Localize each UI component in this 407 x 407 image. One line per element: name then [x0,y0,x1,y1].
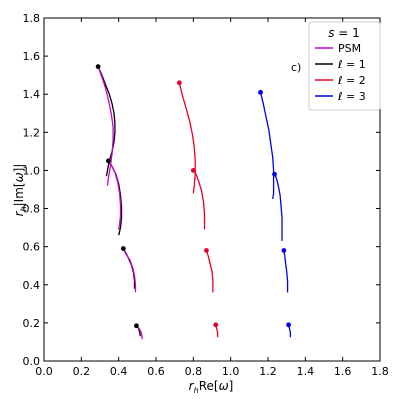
plot-frame [43,17,381,362]
y-tick-label: 0.8 [23,203,41,216]
start-point [95,64,101,69]
x-tick-label: 1.0 [222,365,240,378]
series-line [205,250,214,293]
start-point [176,80,182,86]
start-point [106,158,111,164]
legend-label: ℓ = 1 [337,58,366,71]
series-line [122,248,137,293]
series-line [107,160,122,230]
marker-layer [95,64,291,329]
y-tick-label: 0.0 [23,355,41,368]
start-point [258,89,263,95]
start-point [190,168,196,173]
legend: s = 1 PSM ℓ = 1 ℓ = 2 ℓ = 3 [308,21,381,111]
panel-label: c) [291,61,301,74]
series-line [273,174,283,241]
y-tick-label: 1.0 [23,164,41,177]
y-tick-label: 1.8 [23,12,41,25]
series-line [135,325,143,340]
series-line [259,92,275,200]
legend-label: ℓ = 3 [337,90,366,103]
legend-label: PSM [338,42,361,55]
x-tick-label: 1.6 [334,365,352,378]
start-point [134,323,139,329]
start-point [213,322,219,328]
y-tick-label: 1.2 [23,126,41,139]
x-tick-label: 0.6 [147,365,165,378]
x-tick-label: 1.2 [259,365,277,378]
start-point [120,246,126,251]
series-line [192,170,206,230]
x-tick-label: 1.4 [297,365,315,378]
x-tick-label: 0.8 [185,365,203,378]
legend-label: ℓ = 2 [337,74,366,87]
start-point [272,171,277,177]
start-point [281,248,287,253]
y-axis-title: rh|Im[ω]| [12,164,28,217]
start-point [286,322,291,328]
series-line [97,66,114,186]
y-tick-label: 0.6 [23,241,41,254]
legend-box [308,21,381,111]
y-tick-label: 0.4 [23,279,41,292]
legend-title: s = 1 [328,26,360,40]
data-layer [97,66,292,340]
series-line [283,250,289,293]
x-tick-label: 0.4 [110,365,128,378]
x-axis-title: rhRe[ω] [189,379,234,395]
tick-layer: 0.0 0.2 0.4 0.6 0.8 1.0 1.2 1.4 1.6 1.8 0.0 0.2 0.4 0… [23,12,389,378]
legend-entries: PSM ℓ = 1 ℓ = 2 ℓ = 3 [315,42,366,103]
y-tick-label: 1.6 [23,50,41,63]
x-tick-label: 0.2 [73,365,91,378]
series-line [178,82,196,194]
y-tick-label: 0.2 [23,317,41,330]
y-tick-label: 1.4 [23,88,41,101]
x-tick-label: 1.8 [371,365,389,378]
start-point [204,248,209,253]
x-tick-label: 0.0 [35,365,53,378]
